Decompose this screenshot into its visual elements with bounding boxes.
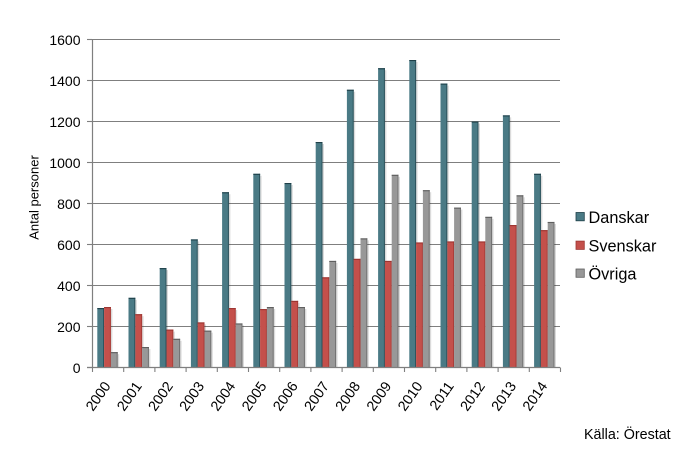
svg-text:2007: 2007 [302, 379, 333, 414]
svg-text:2009: 2009 [364, 379, 395, 414]
svg-text:2005: 2005 [239, 379, 270, 414]
svg-text:2012: 2012 [458, 379, 489, 414]
svg-text:2010: 2010 [395, 379, 426, 414]
svg-text:2000: 2000 [83, 379, 114, 414]
svg-text:2002: 2002 [146, 379, 177, 414]
svg-text:1400: 1400 [49, 73, 80, 89]
svg-text:Antal personer: Antal personer [26, 155, 41, 240]
svg-text:2003: 2003 [177, 379, 208, 414]
svg-text:2011: 2011 [427, 379, 458, 413]
svg-text:Övriga: Övriga [589, 265, 638, 283]
svg-text:2013: 2013 [489, 379, 520, 414]
svg-text:Källa: Örestat: Källa: Örestat [584, 425, 671, 443]
svg-text:400: 400 [57, 278, 81, 294]
svg-text:1200: 1200 [49, 114, 80, 130]
svg-text:2006: 2006 [270, 379, 301, 414]
svg-text:2008: 2008 [333, 379, 364, 414]
svg-text:0: 0 [73, 360, 81, 376]
svg-text:Danskar: Danskar [589, 209, 650, 227]
svg-text:Svenskar: Svenskar [589, 238, 657, 256]
svg-text:200: 200 [57, 319, 81, 335]
svg-text:2014: 2014 [520, 379, 551, 414]
svg-text:2004: 2004 [208, 379, 239, 414]
svg-text:1600: 1600 [49, 32, 80, 48]
svg-text:600: 600 [57, 237, 81, 253]
svg-text:1000: 1000 [49, 155, 80, 171]
svg-text:800: 800 [57, 196, 81, 212]
svg-text:2001: 2001 [114, 379, 145, 414]
